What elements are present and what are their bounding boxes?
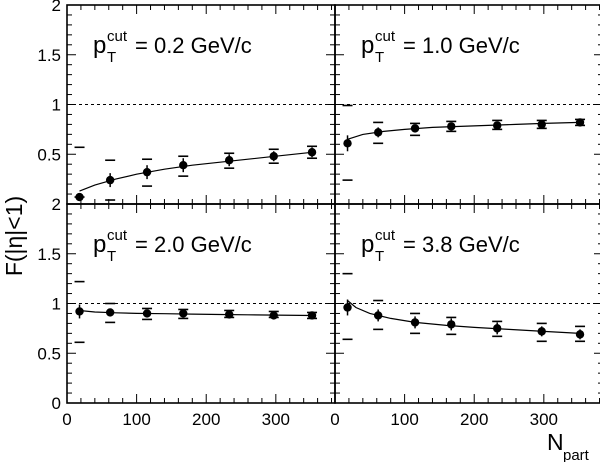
y-tick-label-bottom: 0.5 bbox=[37, 344, 61, 363]
panel-label-main: p bbox=[93, 32, 106, 59]
panel-label-sup: cut bbox=[375, 28, 396, 45]
data-point bbox=[105, 308, 115, 317]
panel-label: p cut T = 3.8 GeV/c bbox=[361, 227, 520, 265]
data-point bbox=[224, 156, 234, 165]
data-point bbox=[492, 324, 502, 333]
data-point bbox=[343, 303, 352, 312]
panel-label-value: = 3.8 GeV/c bbox=[403, 232, 520, 257]
x-tick-label: 200 bbox=[460, 410, 488, 429]
fit-curve bbox=[347, 121, 581, 140]
data-point bbox=[537, 327, 546, 336]
y-tick-label-top: 1.5 bbox=[37, 46, 61, 65]
panel-label-sub: T bbox=[375, 248, 384, 265]
y-tick-label-bottom: 1.5 bbox=[37, 245, 61, 264]
x-tick-label: 100 bbox=[122, 410, 150, 429]
fit-curve bbox=[79, 151, 313, 192]
y-tick-label-bottom: 0 bbox=[52, 394, 61, 413]
panel-label-sub: T bbox=[107, 248, 116, 265]
data-point bbox=[410, 124, 420, 133]
y-tick-label-top: 0.5 bbox=[37, 145, 61, 164]
fit-curve bbox=[347, 300, 581, 334]
y-tick-label-top: 2 bbox=[52, 0, 61, 15]
x-axis-label: N part bbox=[547, 429, 590, 462]
data-point bbox=[373, 128, 383, 137]
data-point bbox=[492, 121, 502, 130]
panel-label-sup: cut bbox=[375, 227, 396, 244]
data-point bbox=[224, 310, 234, 319]
x-tick-label: 300 bbox=[530, 410, 558, 429]
data-point bbox=[75, 192, 84, 202]
panel-3: p cut T = 2.0 GeV/c bbox=[66, 203, 336, 404]
data-point bbox=[179, 160, 188, 170]
panel-2: p cut T = 1.0 GeV/c bbox=[334, 4, 600, 205]
data-point bbox=[447, 320, 456, 329]
panel-label-sup: cut bbox=[107, 28, 128, 45]
y-tick-label-bottom: 1 bbox=[52, 295, 61, 314]
panel-label: p cut T = 1.0 GeV/c bbox=[361, 28, 520, 66]
x-tick-label: 100 bbox=[390, 410, 418, 429]
data-point bbox=[307, 311, 317, 320]
data-point bbox=[179, 309, 188, 318]
data-point bbox=[269, 152, 278, 161]
panel-label-main: p bbox=[361, 231, 374, 258]
x-tick-label: 0 bbox=[62, 410, 71, 429]
data-point bbox=[307, 148, 317, 157]
y-axis-label: F(|η|<1) bbox=[1, 196, 27, 276]
panel-label-main: p bbox=[93, 231, 106, 258]
y-tick-label-top: 1 bbox=[52, 96, 61, 115]
panel-label-main: p bbox=[361, 32, 374, 59]
data-point bbox=[343, 139, 352, 148]
data-point bbox=[105, 175, 115, 185]
x-axis-label-main: N bbox=[547, 429, 564, 455]
data-point bbox=[269, 311, 278, 320]
panel-label-value: = 2.0 GeV/c bbox=[135, 232, 252, 257]
panel-label-sub: T bbox=[107, 49, 116, 66]
data-point bbox=[75, 307, 84, 316]
panel-4: p cut T = 3.8 GeV/c bbox=[334, 203, 600, 404]
x-tick-label: 0 bbox=[330, 410, 339, 429]
panel-label-value: = 0.2 GeV/c bbox=[135, 33, 252, 58]
data-point bbox=[142, 309, 152, 318]
data-point bbox=[410, 318, 420, 327]
x-axis-label-sub: part bbox=[563, 447, 590, 462]
panel-label: p cut T = 0.2 GeV/c bbox=[93, 28, 252, 66]
panel-1: p cut T = 0.2 GeV/c bbox=[66, 4, 336, 205]
panel-label: p cut T = 2.0 GeV/c bbox=[93, 227, 252, 265]
data-point bbox=[142, 167, 152, 177]
data-point bbox=[575, 330, 585, 339]
x-tick-label: 200 bbox=[192, 410, 220, 429]
fit-curve bbox=[79, 309, 313, 317]
x-tick-label: 300 bbox=[262, 410, 290, 429]
panel-label-sub: T bbox=[375, 49, 384, 66]
data-point bbox=[575, 118, 585, 127]
data-point bbox=[373, 311, 383, 320]
y-tick-label-bottom: 2 bbox=[52, 195, 61, 214]
data-point bbox=[447, 122, 456, 131]
data-point bbox=[537, 120, 546, 129]
panel-label-sup: cut bbox=[107, 227, 128, 244]
panel-label-value: = 1.0 GeV/c bbox=[403, 33, 520, 58]
